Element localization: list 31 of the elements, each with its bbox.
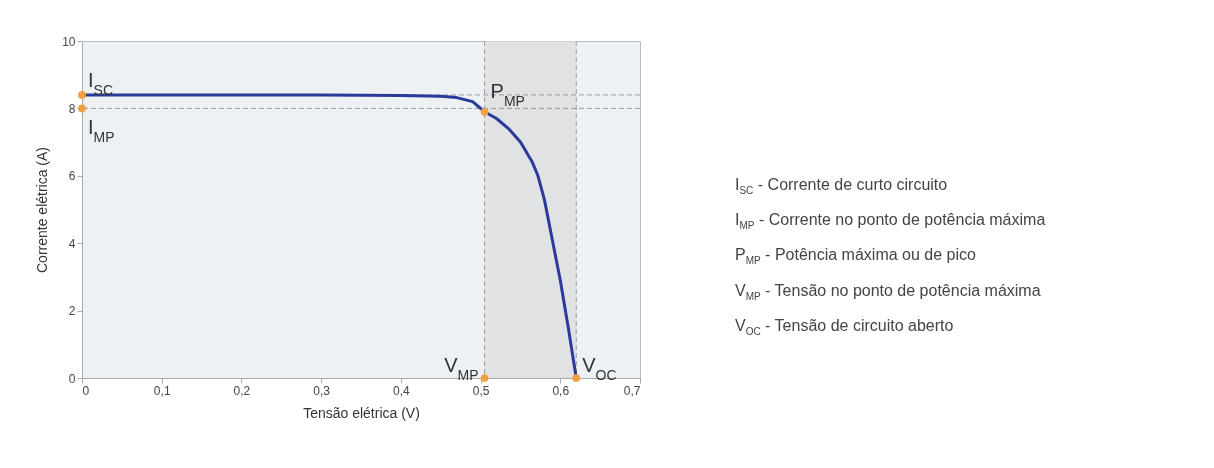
x-axis-title: Tensão elétrica (V) [303,404,420,421]
point [78,91,86,99]
point [572,374,581,382]
y-tick-label: 8 [68,101,76,116]
x-tick-label: 0 [82,383,90,398]
x-tick-label: 0,3 [313,383,331,398]
x-tick-label: 0,7 [623,383,641,398]
annotation: I$_{SC}$ [88,68,114,98]
x-tick-label: 0,4 [393,383,411,398]
x-tick-label: 0,1 [153,383,171,398]
x-tick-label: 0,5 [472,383,490,398]
point [78,104,86,113]
text: P$_{MP}$ - Potência máxima ou de pico [735,245,977,269]
text: I$_{MP}$ - Corrente no ponto de potência máxima [735,210,1046,234]
text: V$_{MP}$ - Tensão no ponto de potência máxima [735,280,1042,304]
y-tick-label: 0 [68,371,76,386]
x-tick-label: 0,6 [552,383,570,398]
point [480,107,489,116]
annotation: V$_{OC}$ [582,354,617,383]
x-tick-label: 0,2 [233,383,251,398]
y-axis-title: Corrente elétrica (A) [34,146,51,274]
annotation: P$_{MP}$ [490,79,525,109]
annotation: I$_{MP}$ [88,116,115,146]
annotation: V$_{MP}$ [444,354,479,383]
text: I$_{SC}$ - Corrente de curto circuito [735,175,949,199]
text: V$_{OC}$ - Tensão de circuito aberto [735,315,955,339]
y-tick-label: 6 [68,169,76,184]
y-tick-label: 10 [62,34,76,49]
y-tick-label: 2 [68,304,76,319]
y-tick-label: 4 [68,236,76,251]
point [480,374,489,382]
